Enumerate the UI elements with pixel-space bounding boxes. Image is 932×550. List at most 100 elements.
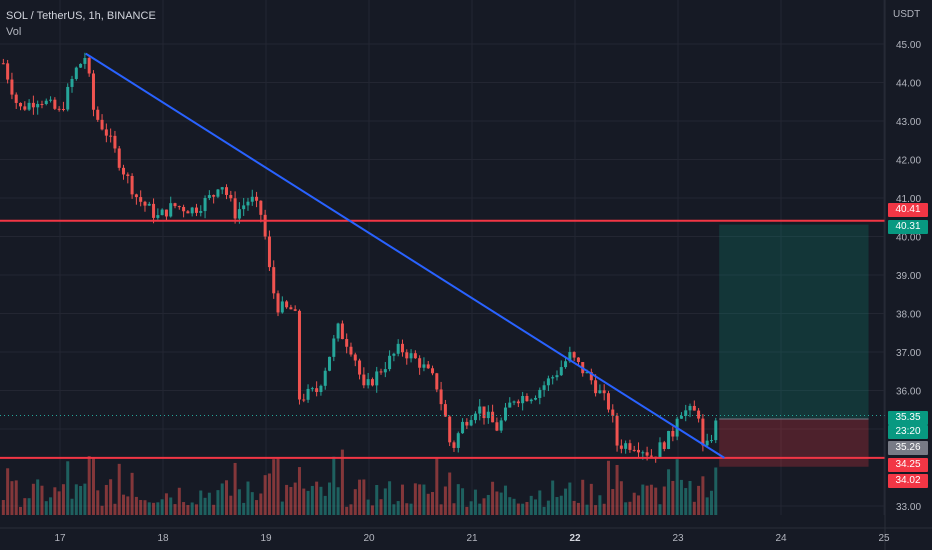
candle-body bbox=[619, 445, 623, 449]
volume-bar bbox=[117, 463, 121, 515]
candle-body bbox=[130, 175, 134, 195]
candle-body bbox=[645, 452, 649, 456]
candle-body bbox=[568, 352, 572, 362]
price-tag-countdown[interactable]: 23:20 bbox=[888, 425, 928, 439]
volume-bar bbox=[237, 489, 241, 515]
candle-body bbox=[96, 109, 100, 120]
volume-bar bbox=[152, 502, 156, 515]
candle-body bbox=[328, 356, 332, 371]
volume-bar bbox=[461, 488, 465, 515]
volume-bar bbox=[482, 498, 486, 515]
volume-bar bbox=[285, 484, 289, 515]
price-tag-resistance[interactable]: 40.41 bbox=[888, 203, 928, 217]
candle-body bbox=[482, 406, 486, 419]
trendline bbox=[85, 52, 725, 459]
volume-bar bbox=[503, 485, 507, 515]
volume-bar bbox=[345, 506, 349, 515]
volume-bar bbox=[637, 495, 641, 515]
volume-bar bbox=[216, 490, 220, 515]
volume-bar bbox=[126, 496, 130, 515]
volume-bar bbox=[701, 476, 705, 515]
price-tick-label: 41.00 bbox=[896, 194, 921, 205]
candle-body bbox=[379, 371, 383, 373]
candle-body bbox=[267, 236, 271, 268]
volume-bar bbox=[598, 495, 602, 515]
volume-bar bbox=[709, 490, 713, 515]
candle-body bbox=[688, 405, 692, 411]
candle-body bbox=[289, 307, 293, 310]
volume-bar bbox=[684, 488, 688, 515]
candle-body bbox=[684, 410, 688, 416]
candle-body bbox=[203, 197, 207, 212]
candle-body bbox=[705, 440, 709, 446]
price-tag-support[interactable]: 34.25 bbox=[888, 458, 928, 472]
volume-bar bbox=[619, 481, 623, 515]
volume-bar bbox=[10, 481, 14, 515]
candle-body bbox=[439, 389, 443, 405]
volume-bar bbox=[585, 504, 589, 515]
candle-body bbox=[499, 420, 503, 431]
volume-bar bbox=[267, 473, 271, 515]
volume-bar bbox=[57, 491, 61, 515]
volume-bar bbox=[594, 505, 598, 515]
volume-indicator-label[interactable]: Vol bbox=[6, 26, 22, 38]
volume-bar bbox=[225, 480, 229, 515]
candle-body bbox=[332, 338, 336, 357]
candle-body bbox=[435, 373, 439, 390]
candle-body bbox=[456, 433, 460, 448]
candle-body bbox=[113, 135, 117, 149]
candle-body bbox=[177, 206, 181, 208]
price-tag-stop[interactable]: 34.02 bbox=[888, 474, 928, 488]
candle-body bbox=[465, 421, 469, 426]
volume-bar bbox=[658, 504, 662, 515]
candle-body bbox=[143, 201, 147, 206]
candle-body bbox=[679, 415, 683, 419]
volume-bar bbox=[319, 486, 323, 515]
volume-bar bbox=[456, 484, 460, 515]
candle-body bbox=[628, 443, 632, 450]
candle-body bbox=[564, 361, 568, 368]
volume-bar bbox=[194, 504, 198, 515]
candle-body bbox=[546, 378, 550, 386]
candle-body bbox=[323, 370, 327, 386]
volume-bar bbox=[104, 484, 108, 515]
volume-bar bbox=[113, 503, 117, 515]
volume-bar bbox=[87, 456, 91, 515]
price-tag-last[interactable]: 35.35 bbox=[888, 411, 928, 425]
volume-bar bbox=[606, 460, 610, 515]
candle-body bbox=[302, 399, 306, 401]
symbol-title[interactable]: SOL / TetherUS, 1h, BINANCE bbox=[6, 10, 156, 22]
volume-bar bbox=[289, 487, 293, 515]
currency-label[interactable]: USDT bbox=[893, 9, 921, 20]
volume-bar bbox=[53, 487, 57, 515]
volume-bar bbox=[516, 503, 520, 515]
time-tick-label: 17 bbox=[54, 533, 66, 544]
time-tick-label: 24 bbox=[775, 533, 787, 544]
candle-body bbox=[242, 205, 246, 210]
volume-bar bbox=[199, 490, 203, 515]
candle-body bbox=[61, 108, 65, 110]
candle-body bbox=[36, 103, 40, 108]
long-position-tool[interactable] bbox=[719, 224, 869, 467]
volume-bar bbox=[255, 500, 259, 515]
price-tag-target[interactable]: 40.31 bbox=[888, 220, 928, 234]
time-tick-label: 25 bbox=[878, 533, 890, 544]
candle-body bbox=[285, 301, 289, 308]
candle-body bbox=[293, 309, 297, 311]
volume-bar bbox=[632, 492, 636, 515]
candle-body bbox=[1, 63, 5, 65]
volume-bar bbox=[83, 483, 87, 515]
volume-bar bbox=[23, 498, 27, 515]
volume-bar bbox=[641, 484, 645, 515]
candle-body bbox=[443, 404, 447, 417]
volume-bar bbox=[439, 504, 443, 515]
time-tick-label: 18 bbox=[157, 533, 169, 544]
volume-bar bbox=[349, 504, 353, 515]
drawing-lines[interactable] bbox=[0, 52, 885, 459]
volume-bar bbox=[649, 484, 653, 515]
volume-bar bbox=[134, 496, 138, 515]
volume-bar bbox=[551, 480, 555, 515]
price-tag-entry[interactable]: 35.26 bbox=[888, 441, 928, 455]
candle-body bbox=[461, 421, 465, 434]
